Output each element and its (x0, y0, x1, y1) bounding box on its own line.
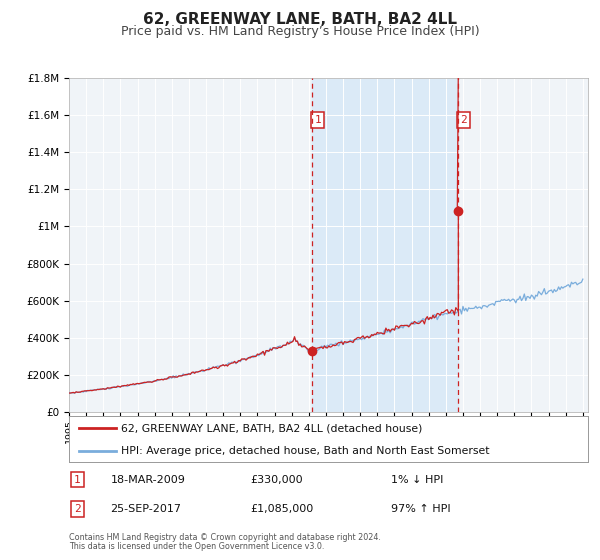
Text: 1: 1 (314, 115, 321, 125)
Text: Contains HM Land Registry data © Crown copyright and database right 2024.: Contains HM Land Registry data © Crown c… (69, 533, 381, 542)
Bar (313, 78, 458, 412)
Text: 18-MAR-2009: 18-MAR-2009 (110, 474, 185, 484)
Text: 2: 2 (74, 504, 81, 514)
Text: 62, GREENWAY LANE, BATH, BA2 4LL (detached house): 62, GREENWAY LANE, BATH, BA2 4LL (detach… (121, 423, 422, 433)
Text: £330,000: £330,000 (251, 474, 303, 484)
Text: 1: 1 (74, 474, 81, 484)
Text: 1% ↓ HPI: 1% ↓ HPI (391, 474, 443, 484)
Text: Price paid vs. HM Land Registry’s House Price Index (HPI): Price paid vs. HM Land Registry’s House … (121, 25, 479, 38)
Text: 25-SEP-2017: 25-SEP-2017 (110, 504, 182, 514)
Text: 97% ↑ HPI: 97% ↑ HPI (391, 504, 451, 514)
Text: £1,085,000: £1,085,000 (251, 504, 314, 514)
Text: 62, GREENWAY LANE, BATH, BA2 4LL: 62, GREENWAY LANE, BATH, BA2 4LL (143, 12, 457, 27)
Text: HPI: Average price, detached house, Bath and North East Somerset: HPI: Average price, detached house, Bath… (121, 446, 490, 455)
Text: This data is licensed under the Open Government Licence v3.0.: This data is licensed under the Open Gov… (69, 542, 325, 550)
Text: 2: 2 (460, 115, 467, 125)
